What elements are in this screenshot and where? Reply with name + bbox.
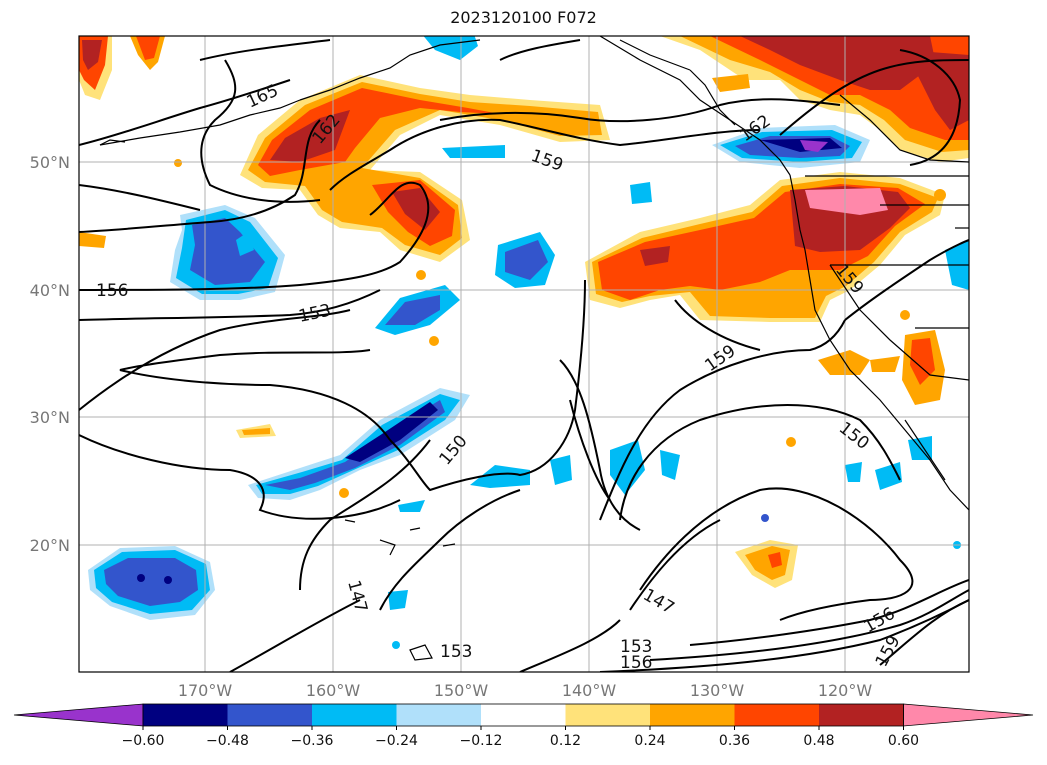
colorbar: −0.60 −0.48 −0.36 −0.24 −0.12 0.12 0.24 0.36 0.4…: [13, 703, 1034, 749]
colorbar-segment: [227, 704, 313, 726]
lat-tick-label: 20°N: [30, 536, 70, 555]
colorbar-segment: [734, 704, 820, 726]
colorbar-segment: [481, 704, 566, 726]
coastlines: [99, 36, 969, 661]
colorbar-frame: [142, 703, 904, 727]
colorbar-extend-max: [903, 703, 1034, 727]
map-title: 2023120100 F072: [450, 8, 597, 27]
colorbar-segment: [312, 704, 397, 726]
colorbar-tick-label: −0.36: [291, 733, 334, 749]
colorbar-tick-label: −0.24: [375, 733, 418, 749]
colorbar-segment: [565, 704, 651, 726]
latitude-tick-labels: 50°N 40°N 30°N 20°N: [30, 153, 70, 555]
lon-tick-label: 130°W: [690, 681, 745, 700]
colorbar-tick-label: 0.48: [803, 733, 834, 749]
map-panel: 165 162 162 159 159 159 156 153 153 150 …: [79, 36, 969, 673]
lat-tick-label: 40°N: [30, 281, 70, 300]
lon-tick-label: 140°W: [562, 681, 617, 700]
colorbar-segment: [143, 704, 228, 726]
shaded-negative-fields: [88, 36, 969, 649]
map-frame: [78, 35, 970, 673]
colorbar-tick-label: 0.36: [719, 733, 750, 749]
contour-label: 153: [620, 637, 652, 657]
colorbar-tick-label: −0.48: [206, 733, 249, 749]
contour-label: 156: [620, 653, 652, 673]
colorbar-tick-label: 0.12: [550, 733, 581, 749]
longitude-tick-labels: 170°W 160°W 150°W 140°W 130°W 120°W: [178, 681, 873, 700]
lat-tick-label: 30°N: [30, 408, 70, 427]
lat-tick-label: 50°N: [30, 153, 70, 172]
lon-tick-label: 170°W: [178, 681, 233, 700]
colorbar-extend-min: [13, 703, 144, 727]
contour-label: 156: [96, 281, 128, 301]
lon-tick-label: 120°W: [818, 681, 873, 700]
colorbar-segment: [819, 704, 904, 726]
contour-label: 153: [440, 642, 472, 662]
colorbar-tick-label: 0.24: [634, 733, 665, 749]
colorbar-tick-label: −0.12: [460, 733, 503, 749]
height-contours: [79, 39, 969, 672]
colorbar-segment: [650, 704, 735, 726]
lon-tick-label: 150°W: [434, 681, 489, 700]
colorbar-segment: [396, 704, 482, 726]
colorbar-tick-label: 0.60: [888, 733, 919, 749]
colorbar-tick-label: −0.60: [122, 733, 165, 749]
lon-tick-label: 160°W: [306, 681, 361, 700]
graticule: [79, 36, 969, 672]
